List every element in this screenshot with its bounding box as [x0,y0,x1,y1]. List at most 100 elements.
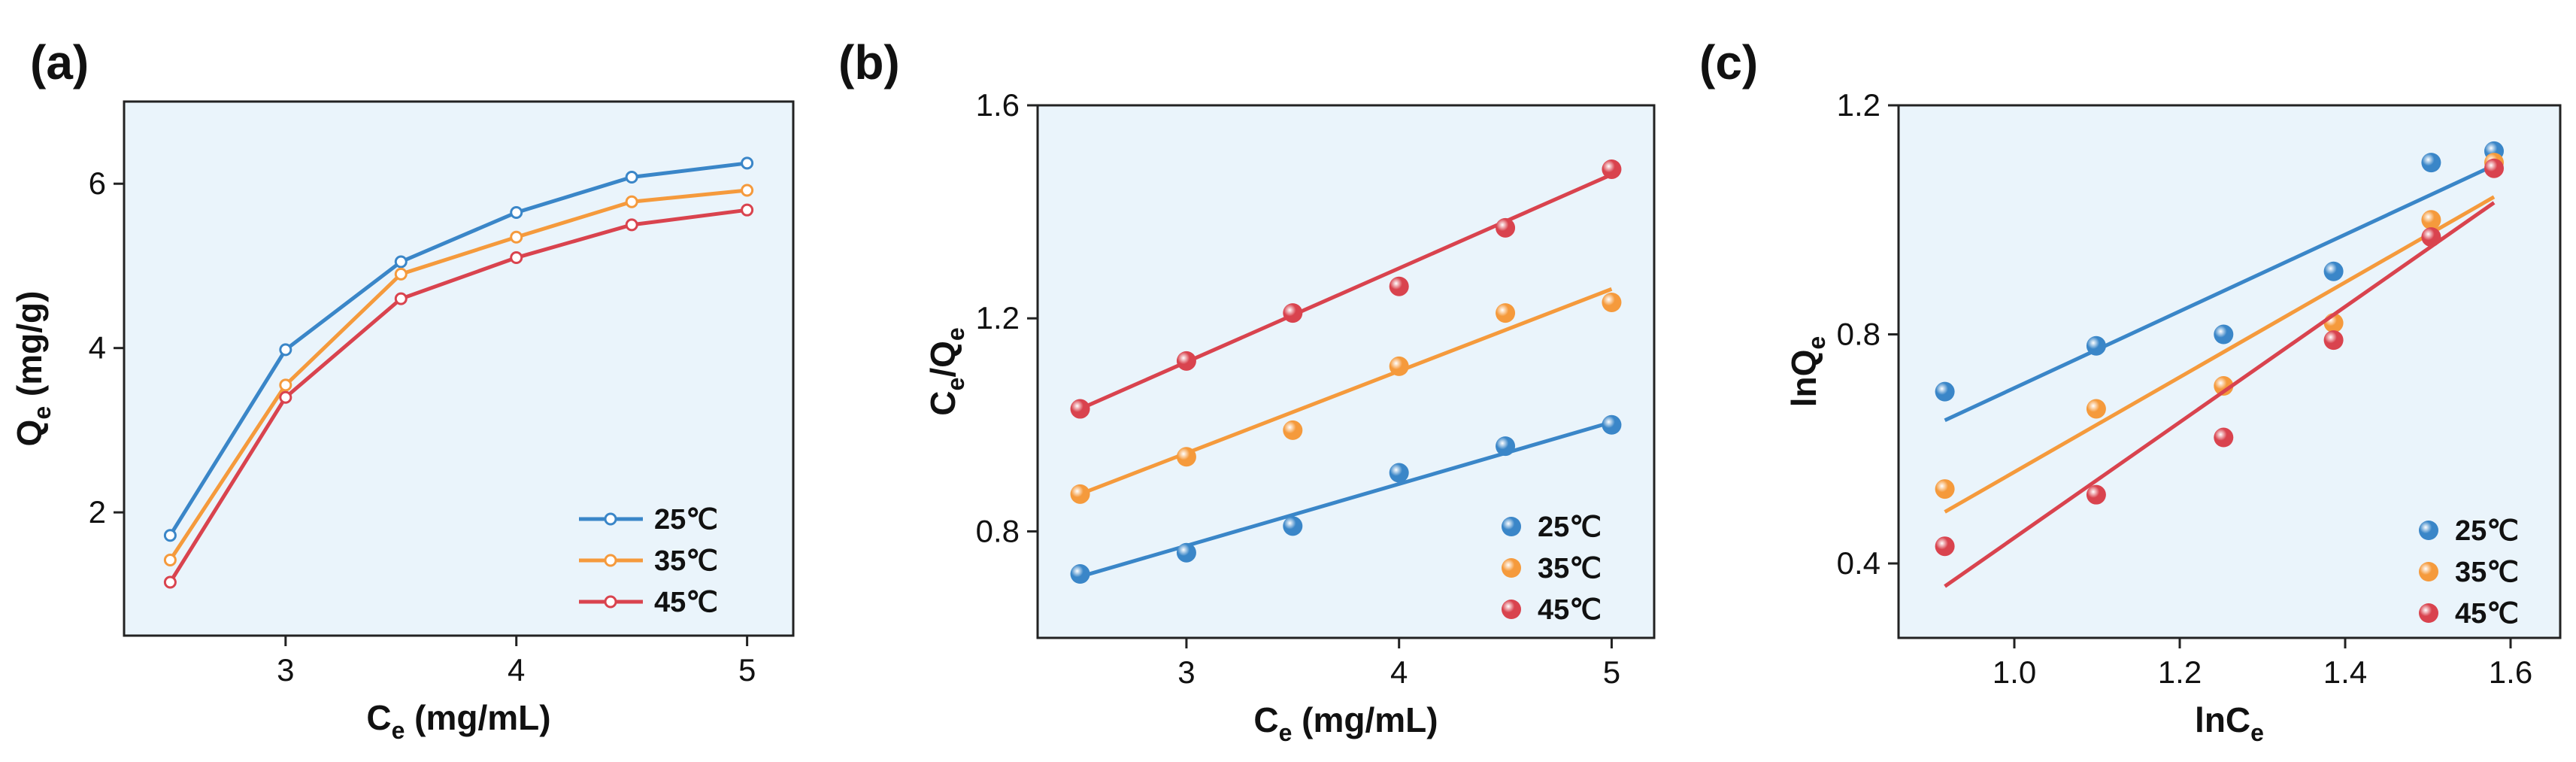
x-axis-label: lnCe [2195,700,2264,746]
fit-line-1 [1944,163,2496,422]
x-axis-label-sub: e [1279,719,1293,746]
data-point [2323,261,2344,281]
data-point [2421,153,2441,173]
data-point [2086,484,2106,505]
y-axis-label-mid: /Q [923,341,962,378]
fit-line-3 [1944,201,2496,588]
data-point [741,203,754,217]
legend-label: 35℃ [1538,553,1602,584]
series-line-1 [168,161,747,537]
x-axis-label-main: C [1253,700,1278,739]
chart-panel-3: (c)1.0 1.2 1.4 1.60.40.81.2lnCelnQe25℃35℃45… [1699,35,2562,746]
data-point [1176,447,1196,467]
y-axis-label-sub2: e [942,327,969,341]
legend-marker [1502,558,1521,578]
x-axis-label-sub: e [392,717,405,744]
data-point [510,251,523,265]
data-point [741,156,754,170]
legend-marker [2419,562,2438,581]
data-point [1935,479,1955,499]
data-point [1389,356,1409,376]
data-point [1070,564,1090,584]
x-axis-label-sub: e [2250,719,2264,746]
y-tick-label: 1.2 [1837,87,1880,123]
data-point [1389,463,1409,483]
y-axis-label-rest: (mg/g) [10,291,49,406]
y-tick-label: 1.2 [976,300,1020,335]
legend-label: 35℃ [654,545,718,577]
data-point [1602,159,1622,179]
panel-label: (b) [838,35,900,90]
legend-marker [604,554,617,567]
y-tick-label: 0.8 [976,513,1020,548]
y-tick-label: 0.4 [1837,545,1880,581]
fit-line-2 [1079,287,1613,496]
data-point [1176,542,1196,563]
data-point [1935,536,1955,557]
x-axis-label: Ce (mg/mL) [366,698,550,744]
y-axis-label-main: lnQ [1784,350,1823,408]
data-point [510,230,523,244]
data-point [163,529,177,542]
data-point [279,390,292,404]
plot-area [123,100,795,637]
legend-label: 25℃ [654,504,718,536]
plot-area [1036,104,1656,639]
x-tick-label: 4 [508,652,525,688]
data-point [2214,376,2234,396]
data-point [163,554,177,567]
y-axis-label: Ce/Qe [923,327,969,415]
data-point [2086,399,2106,419]
legend-label: 45℃ [654,587,718,618]
x-axis-label-rest: (mg/mL) [1292,700,1438,739]
data-point [625,170,638,184]
y-axis-label-sub: e [1803,336,1830,350]
x-axis-label-main: lnC [2195,700,2250,739]
y-tick-label: 2 [89,494,106,530]
legend-marker [1502,517,1521,536]
legend-marker [604,595,617,609]
data-point [394,255,408,269]
data-point [1283,420,1303,440]
legend-marker [2419,521,2438,540]
fit-line-2 [1944,195,2496,514]
data-point [2484,158,2504,178]
plot-area [1897,104,2562,639]
x-tick-label: 1.6 [2489,654,2532,690]
legend-label: 45℃ [2455,598,2519,630]
data-point [1389,276,1409,296]
x-tick-label: 1.4 [2323,654,2367,690]
data-point [1602,414,1622,435]
y-axis-label-sub: e [942,378,969,391]
data-point [1602,292,1622,312]
data-point [279,378,292,392]
legend-marker [2419,603,2438,623]
legend-label: 35℃ [2455,557,2519,588]
data-point [1283,303,1303,323]
series-line-3 [168,208,747,584]
data-point [279,343,292,357]
fit-line-3 [1079,172,1613,411]
data-point [741,184,754,197]
data-point [1176,351,1196,371]
data-point [2214,324,2234,345]
panel-label: (c) [1699,35,1758,90]
y-axis-label-main: Q [10,420,49,447]
legend-marker [604,512,617,526]
data-point [2421,227,2441,247]
legend-marker [1502,600,1521,619]
x-axis-label-main: C [366,698,391,737]
x-tick-label: 3 [1177,654,1195,690]
x-tick-label: 5 [738,652,756,688]
y-axis-label: Qe (mg/g) [10,291,56,447]
y-axis-label-sub: e [29,406,56,420]
data-point [625,195,638,208]
x-tick-label: 4 [1390,654,1408,690]
x-tick-label: 1.2 [2158,654,2202,690]
series-line-2 [168,188,747,561]
legend-label: 25℃ [2455,515,2519,547]
data-point [2086,335,2106,356]
data-point [394,267,408,281]
